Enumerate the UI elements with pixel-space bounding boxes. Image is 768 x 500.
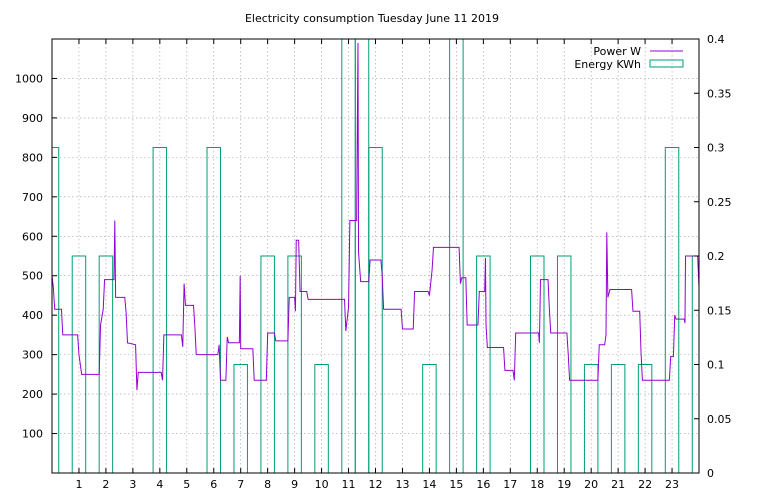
energy-bar [152,147,168,473]
energy-bar [71,255,87,473]
y2-tick-label: 0.15 [707,304,732,317]
x-tick-label: 3 [129,478,136,491]
y-tick-label: 800 [22,151,43,164]
energy-bar [233,364,248,473]
x-tick-label: 22 [638,478,652,491]
power-series [51,42,700,391]
energy-bar [260,255,275,473]
energy-bar [664,147,680,473]
grid-lines [52,39,699,473]
x-tick-label: 15 [449,478,463,491]
y-tick-label: 100 [22,428,43,441]
x-tick-label: 7 [237,478,244,491]
x-tick-label: 9 [291,478,298,491]
legend-label-energy: Energy KWh [574,58,641,71]
y-tick-label: 400 [22,309,43,322]
energy-bar [583,364,599,473]
axis-ticks: 1 2 3 4 5 6 7 8 9 10 11 12 13 14 15 16 17 18 19 20 21 22 23100… [15,33,732,491]
y2-tick-label: 0.2 [707,250,725,263]
legend: Power W Energy KWh [574,45,684,71]
x-tick-label: 1 [75,478,82,491]
y2-tick-label: 0.05 [707,413,732,426]
energy-bar [314,364,329,473]
y-tick-label: 300 [22,349,43,362]
x-tick-label: 2 [102,478,109,491]
y2-tick-label: 0.1 [707,359,725,372]
x-tick-label: 4 [156,478,163,491]
energy-bar [368,147,383,473]
y-tick-label: 600 [22,230,43,243]
y-tick-label: 700 [22,191,43,204]
x-tick-label: 20 [584,478,598,491]
chart-title: Electricity consumption Tuesday June 11 … [245,12,499,25]
energy-bar [530,255,545,473]
x-tick-label: 17 [503,478,517,491]
energy-bar [476,255,491,473]
energy-bar [287,255,302,473]
energy-bar [422,364,437,473]
x-tick-label: 11 [342,478,356,491]
y2-tick-label: 0.3 [707,142,725,155]
x-tick-label: 13 [395,478,409,491]
x-tick-label: 10 [315,478,329,491]
y2-tick-label: 0.4 [707,33,725,46]
y2-tick-label: 0.35 [707,87,732,100]
y-tick-label: 500 [22,270,43,283]
energy-bar [610,364,626,473]
y-tick-label: 200 [22,388,43,401]
legend-label-power: Power W [593,45,641,58]
x-tick-label: 12 [369,478,383,491]
x-tick-label: 18 [530,478,544,491]
power-line [51,42,700,391]
x-tick-label: 14 [422,478,436,491]
x-tick-label: 19 [557,478,571,491]
y-tick-label: 1000 [15,72,43,85]
x-tick-label: 16 [476,478,490,491]
x-tick-label: 5 [183,478,190,491]
x-tick-label: 8 [264,478,271,491]
y2-tick-label: 0.25 [707,196,732,209]
y-tick-label: 900 [22,112,43,125]
x-tick-label: 21 [611,478,625,491]
legend-swatch-energy [649,59,684,68]
energy-bar [206,147,221,473]
energy-bar [637,364,653,473]
y2-tick-label: 0 [707,467,714,480]
x-tick-label: 23 [665,478,679,491]
x-tick-label: 6 [210,478,217,491]
energy-bar [556,255,572,473]
